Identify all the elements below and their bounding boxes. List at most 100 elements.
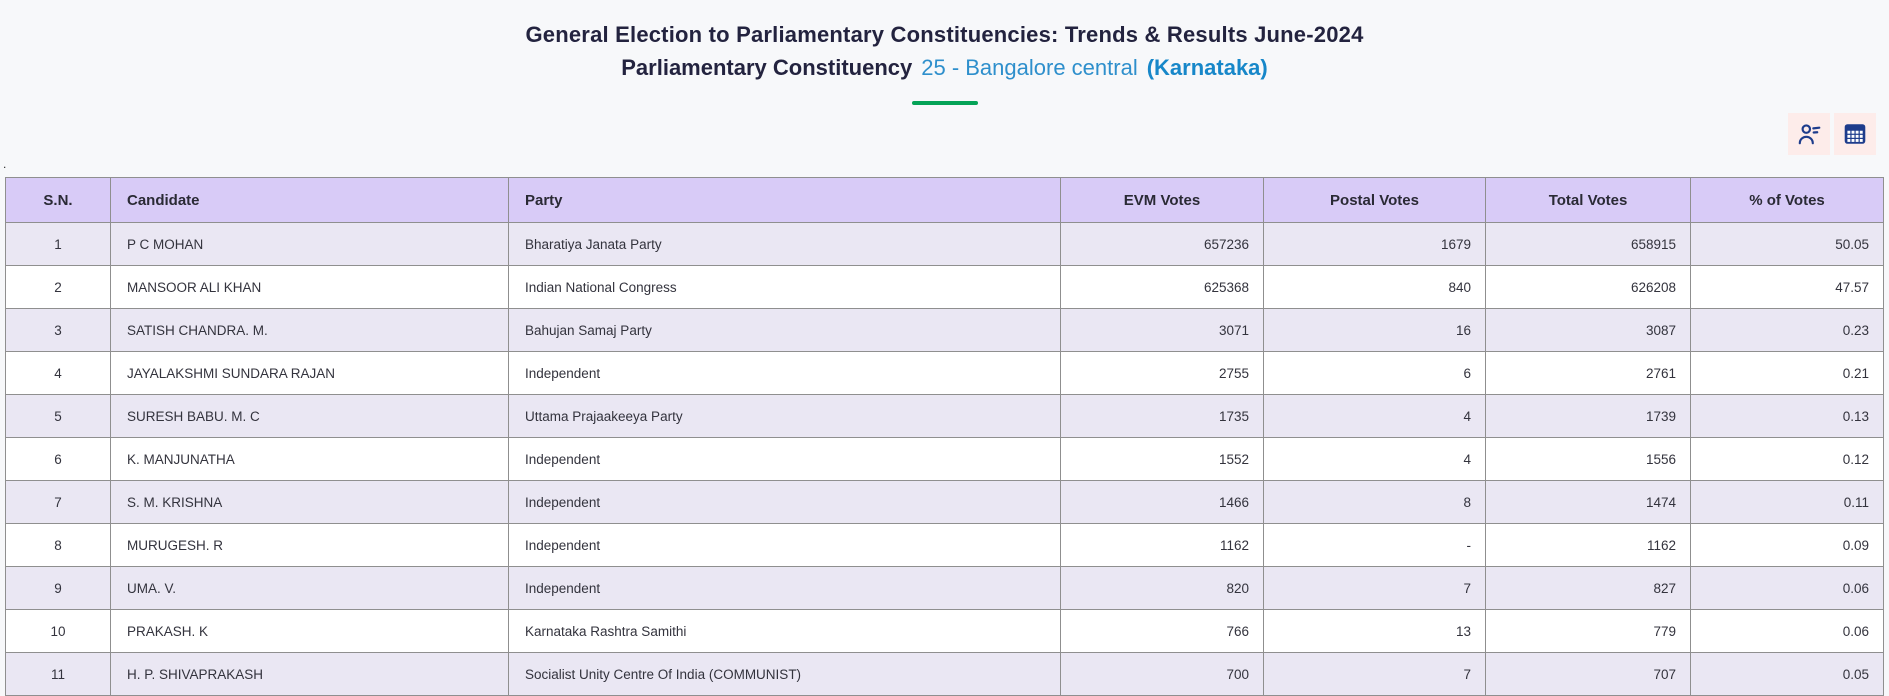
constituency-name: 25 - Bangalore central bbox=[921, 55, 1137, 80]
table-cell: 11 bbox=[6, 653, 111, 696]
subtitle-prefix: Parliamentary Constituency bbox=[621, 55, 912, 80]
table-cell: 1162 bbox=[1061, 524, 1264, 567]
table-cell: SURESH BABU. M. C bbox=[111, 395, 509, 438]
table-cell: 700 bbox=[1061, 653, 1264, 696]
table-cell: 47.57 bbox=[1691, 266, 1884, 309]
table-cell: 1556 bbox=[1486, 438, 1691, 481]
table-cell: 1552 bbox=[1061, 438, 1264, 481]
table-cell: 8 bbox=[6, 524, 111, 567]
table-cell: 13 bbox=[1264, 610, 1486, 653]
page-title: General Election to Parliamentary Consti… bbox=[0, 20, 1889, 50]
table-cell: 4 bbox=[1264, 438, 1486, 481]
table-cell: Independent bbox=[509, 352, 1061, 395]
table-cell: 625368 bbox=[1061, 266, 1264, 309]
table-grid-icon bbox=[1842, 121, 1868, 147]
table-cell: 827 bbox=[1486, 567, 1691, 610]
table-cell: 1 bbox=[6, 223, 111, 266]
table-cell: 1466 bbox=[1061, 481, 1264, 524]
candidate-list-button[interactable] bbox=[1788, 113, 1830, 155]
table-cell: 6 bbox=[1264, 352, 1486, 395]
table-cell: Bharatiya Janata Party bbox=[509, 223, 1061, 266]
table-cell: Bahujan Samaj Party bbox=[509, 309, 1061, 352]
table-cell: 657236 bbox=[1061, 223, 1264, 266]
table-cell: 2755 bbox=[1061, 352, 1264, 395]
header-row: S.N. Candidate Party EVM Votes Postal Vo… bbox=[6, 178, 1884, 223]
table-cell: 3087 bbox=[1486, 309, 1691, 352]
page-subtitle: Parliamentary Constituency 25 - Bangalore… bbox=[0, 52, 1889, 84]
state-name: (Karnataka) bbox=[1147, 55, 1268, 80]
table-cell: PRAKASH. K bbox=[111, 610, 509, 653]
table-cell: 840 bbox=[1264, 266, 1486, 309]
table-cell: UMA. V. bbox=[111, 567, 509, 610]
green-underline-accent bbox=[912, 101, 978, 105]
table-cell: 1735 bbox=[1061, 395, 1264, 438]
page-header: General Election to Parliamentary Consti… bbox=[0, 0, 1889, 84]
col-header-pct-votes: % of Votes bbox=[1691, 178, 1884, 223]
table-cell: 2 bbox=[6, 266, 111, 309]
table-cell: 7 bbox=[1264, 567, 1486, 610]
table-cell: 16 bbox=[1264, 309, 1486, 352]
table-cell: 3 bbox=[6, 309, 111, 352]
table-cell: 1474 bbox=[1486, 481, 1691, 524]
table-cell: 2761 bbox=[1486, 352, 1691, 395]
table-cell: S. M. KRISHNA bbox=[111, 481, 509, 524]
col-header-party: Party bbox=[509, 178, 1061, 223]
table-cell: Independent bbox=[509, 481, 1061, 524]
col-header-evm-votes: EVM Votes bbox=[1061, 178, 1264, 223]
table-cell: Independent bbox=[509, 438, 1061, 481]
table-cell: 779 bbox=[1486, 610, 1691, 653]
table-cell: 3071 bbox=[1061, 309, 1264, 352]
table-cell: Independent bbox=[509, 524, 1061, 567]
table-cell: 5 bbox=[6, 395, 111, 438]
table-cell: 658915 bbox=[1486, 223, 1691, 266]
table-cell: 0.09 bbox=[1691, 524, 1884, 567]
table-view-button[interactable] bbox=[1834, 113, 1876, 155]
table-cell: 4 bbox=[1264, 395, 1486, 438]
table-cell: 0.11 bbox=[1691, 481, 1884, 524]
col-header-total-votes: Total Votes bbox=[1486, 178, 1691, 223]
table-cell: 626208 bbox=[1486, 266, 1691, 309]
table-cell: Uttama Prajaakeeya Party bbox=[509, 395, 1061, 438]
table-cell: 0.06 bbox=[1691, 610, 1884, 653]
table-cell: Indian National Congress bbox=[509, 266, 1061, 309]
table-cell: K. MANJUNATHA bbox=[111, 438, 509, 481]
table-cell: 1162 bbox=[1486, 524, 1691, 567]
col-header-postal-votes: Postal Votes bbox=[1264, 178, 1486, 223]
table-cell: MANSOOR ALI KHAN bbox=[111, 266, 509, 309]
table-cell: 7 bbox=[6, 481, 111, 524]
table-cell: MURUGESH. R bbox=[111, 524, 509, 567]
candidate-list-icon bbox=[1796, 121, 1822, 147]
col-header-sn: S.N. bbox=[6, 178, 111, 223]
table-cell: 707 bbox=[1486, 653, 1691, 696]
table-cell: Independent bbox=[509, 567, 1061, 610]
table-cell: 0.23 bbox=[1691, 309, 1884, 352]
table-cell: 0.12 bbox=[1691, 438, 1884, 481]
table-cell: 10 bbox=[6, 610, 111, 653]
table-cell: 6 bbox=[6, 438, 111, 481]
view-toolbar bbox=[1788, 113, 1876, 155]
stray-dot-text: . bbox=[3, 158, 6, 170]
table-cell: 0.13 bbox=[1691, 395, 1884, 438]
table-cell: 0.06 bbox=[1691, 567, 1884, 610]
table-cell: Socialist Unity Centre Of India (COMMUNI… bbox=[509, 653, 1061, 696]
table-cell: 1679 bbox=[1264, 223, 1486, 266]
table-cell: 766 bbox=[1061, 610, 1264, 653]
table-cell: Karnataka Rashtra Samithi bbox=[509, 610, 1061, 653]
table-cell: P C MOHAN bbox=[111, 223, 509, 266]
table-cell: 7 bbox=[1264, 653, 1486, 696]
table-cell: 4 bbox=[6, 352, 111, 395]
table-cell: 8 bbox=[1264, 481, 1486, 524]
table-cell: SATISH CHANDRA. M. bbox=[111, 309, 509, 352]
table-cell: H. P. SHIVAPRAKASH bbox=[111, 653, 509, 696]
table-cell: 50.05 bbox=[1691, 223, 1884, 266]
results-table: S.N. Candidate Party EVM Votes Postal Vo… bbox=[5, 177, 1884, 696]
